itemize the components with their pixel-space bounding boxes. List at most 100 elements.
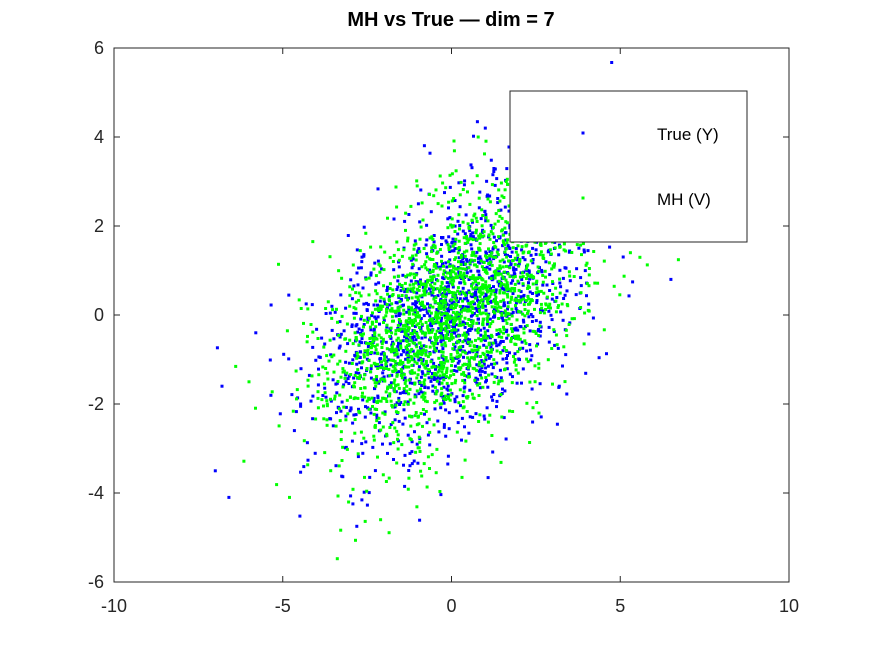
data-point bbox=[414, 301, 418, 305]
data-point bbox=[434, 188, 438, 192]
data-point bbox=[478, 236, 482, 240]
data-point bbox=[453, 306, 457, 309]
data-point bbox=[527, 269, 531, 273]
data-point bbox=[436, 335, 440, 339]
data-point bbox=[505, 292, 509, 296]
data-point bbox=[465, 249, 469, 253]
data-point bbox=[413, 395, 417, 399]
data-point bbox=[323, 451, 327, 455]
data-point bbox=[426, 278, 430, 282]
data-point bbox=[306, 307, 310, 311]
data-point bbox=[492, 299, 495, 303]
data-point bbox=[436, 370, 440, 374]
data-point bbox=[444, 305, 448, 309]
data-point bbox=[561, 364, 564, 368]
data-point bbox=[374, 282, 378, 286]
data-point bbox=[427, 331, 431, 335]
data-point bbox=[435, 329, 439, 333]
data-point bbox=[415, 376, 419, 380]
data-point bbox=[502, 325, 505, 329]
data-point bbox=[365, 341, 369, 345]
data-point bbox=[367, 358, 371, 362]
data-point bbox=[539, 289, 543, 293]
data-point bbox=[388, 392, 392, 396]
data-point bbox=[568, 249, 572, 253]
data-point bbox=[247, 380, 251, 384]
data-point bbox=[474, 376, 478, 380]
data-point bbox=[586, 249, 590, 253]
data-point bbox=[468, 361, 472, 365]
data-point bbox=[453, 199, 457, 202]
data-point bbox=[550, 297, 554, 301]
data-point bbox=[447, 200, 451, 204]
data-point bbox=[473, 212, 477, 216]
data-point bbox=[360, 442, 364, 446]
data-point bbox=[465, 274, 468, 278]
data-point bbox=[582, 248, 586, 252]
data-point bbox=[409, 256, 413, 260]
data-point bbox=[522, 327, 526, 331]
data-point bbox=[459, 270, 462, 274]
data-point bbox=[461, 299, 465, 303]
data-point bbox=[313, 451, 317, 455]
data-point bbox=[466, 222, 470, 226]
data-point bbox=[513, 275, 517, 279]
data-point bbox=[466, 337, 470, 341]
data-point bbox=[417, 285, 421, 288]
data-point bbox=[556, 346, 560, 350]
data-point bbox=[418, 250, 422, 254]
data-point bbox=[393, 378, 397, 382]
data-point bbox=[516, 328, 520, 332]
data-point bbox=[434, 471, 438, 475]
data-point bbox=[316, 390, 320, 394]
data-point bbox=[491, 226, 495, 230]
data-point bbox=[372, 438, 376, 442]
data-point bbox=[476, 348, 480, 352]
data-point bbox=[494, 341, 498, 345]
data-point bbox=[383, 412, 387, 416]
data-point bbox=[350, 439, 354, 443]
data-point bbox=[474, 263, 477, 267]
data-point bbox=[445, 281, 449, 285]
data-point bbox=[443, 314, 447, 318]
data-point bbox=[337, 333, 341, 337]
data-point bbox=[322, 417, 326, 421]
data-point bbox=[384, 367, 388, 370]
data-point bbox=[433, 263, 436, 266]
data-point bbox=[445, 265, 449, 269]
data-point bbox=[570, 251, 574, 254]
data-point bbox=[497, 343, 501, 347]
data-point bbox=[407, 316, 411, 320]
data-point bbox=[432, 350, 436, 354]
data-point bbox=[344, 360, 348, 364]
data-point bbox=[461, 350, 465, 354]
data-point bbox=[376, 367, 380, 370]
data-point bbox=[416, 336, 420, 340]
data-point bbox=[478, 368, 482, 372]
data-point bbox=[440, 304, 444, 308]
data-point bbox=[529, 273, 533, 277]
data-point bbox=[357, 266, 361, 270]
data-point bbox=[388, 256, 392, 260]
data-point bbox=[427, 328, 431, 332]
data-point bbox=[373, 307, 377, 311]
data-point bbox=[492, 393, 496, 396]
data-point bbox=[401, 422, 405, 426]
data-point bbox=[471, 322, 475, 325]
data-point bbox=[406, 353, 410, 357]
data-point bbox=[412, 276, 416, 280]
data-point bbox=[420, 353, 424, 357]
data-point bbox=[551, 280, 554, 284]
data-point bbox=[355, 375, 359, 379]
data-point bbox=[419, 358, 423, 362]
data-point bbox=[401, 339, 405, 343]
data-point bbox=[421, 307, 425, 311]
data-point bbox=[379, 366, 383, 370]
data-point bbox=[592, 250, 596, 253]
data-point bbox=[444, 319, 448, 323]
data-point bbox=[439, 297, 443, 301]
data-point bbox=[522, 297, 525, 301]
data-point bbox=[433, 347, 437, 351]
data-point bbox=[332, 353, 336, 357]
data-point bbox=[331, 308, 335, 312]
